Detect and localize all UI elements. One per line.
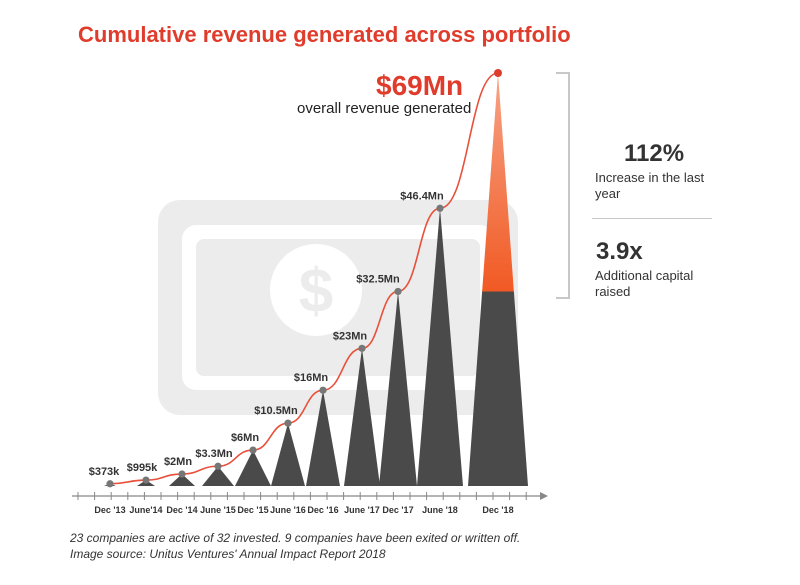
- increase-value: 112%: [624, 140, 685, 167]
- highlight-bracket: [556, 72, 570, 299]
- x-tick-label-3: June '15: [200, 505, 236, 515]
- x-tick-label-2: Dec '14: [166, 505, 197, 515]
- x-axis: Dec '13 June'14 Dec '14 June '15 Dec '15 June…: [72, 492, 548, 515]
- data-point-7: [358, 344, 366, 352]
- data-point-5: [284, 419, 292, 427]
- data-label-8: $32.5Mn: [356, 273, 400, 285]
- data-label-4: $6Mn: [231, 432, 259, 444]
- data-point-10: [494, 69, 502, 77]
- data-label-7: $23Mn: [333, 330, 368, 342]
- x-tick-label-10: Dec '18: [482, 505, 513, 515]
- data-point-6: [319, 386, 327, 394]
- dollar-bill-icon: $: [158, 200, 518, 415]
- capital-raised-value: 3.9x: [596, 238, 643, 265]
- x-tick-label-9: June '18: [422, 505, 458, 515]
- data-point-9: [436, 204, 444, 212]
- bar-7: [344, 348, 380, 486]
- data-point-4: [249, 446, 257, 454]
- data-label-3: $3.3Mn: [195, 448, 233, 460]
- x-tick-label-1: June'14: [129, 505, 162, 515]
- data-label-2: $2Mn: [164, 456, 192, 468]
- data-label-9: $46.4Mn: [400, 190, 444, 202]
- increase-label: Increase in the last year: [595, 170, 705, 201]
- footnote: 23 companies are active of 32 invested. …: [70, 530, 520, 562]
- trend-line-group: [106, 69, 502, 488]
- bar-group: [104, 73, 528, 486]
- footnote-line-1: 23 companies are active of 32 invested. …: [70, 531, 521, 545]
- x-tick-label-4: Dec '15: [237, 505, 268, 515]
- bar-10: [468, 291, 528, 486]
- bar-2: [169, 474, 195, 486]
- data-point-1: [142, 476, 150, 484]
- x-tick-label-6: Dec '16: [307, 505, 338, 515]
- data-point-3: [214, 462, 222, 470]
- total-revenue-label: overall revenue generated: [297, 100, 472, 117]
- data-label-6: $16Mn: [294, 372, 329, 384]
- capital-raised-label: Additional capital raised: [595, 268, 694, 299]
- x-tick-label-7: June '17: [344, 505, 380, 515]
- data-point-0: [106, 480, 114, 488]
- data-point-8: [394, 287, 402, 296]
- bar-8: [379, 291, 417, 486]
- stat-divider: [592, 218, 712, 219]
- x-tick-label-0: Dec '13: [94, 505, 125, 515]
- bar-6: [306, 390, 340, 486]
- x-tick-label-5: June '16: [270, 505, 306, 515]
- x-tick-label-8: Dec '17: [382, 505, 413, 515]
- total-revenue-value: $69Mn: [376, 70, 464, 101]
- bar-5: [271, 423, 305, 486]
- bar-4: [235, 450, 271, 486]
- data-label-5: $10.5Mn: [254, 405, 298, 417]
- bar-3: [202, 466, 234, 486]
- data-label-group: $373k $995k $2Mn$3.3Mn $6Mn $10.5Mn $16Mn $23M…: [89, 190, 444, 477]
- data-point-2: [178, 470, 186, 478]
- svg-text:$: $: [299, 257, 333, 326]
- bar-increase-segment: [482, 73, 514, 292]
- chart-title: Cumulative revenue generated across port…: [78, 22, 571, 47]
- data-label-0: $373k: [89, 466, 120, 478]
- x-axis-arrow-icon: [540, 492, 548, 500]
- bar-9: [417, 208, 463, 486]
- data-label-1: $995k: [127, 462, 158, 474]
- footnote-line-2: Image source: Unitus Ventures' Annual Im…: [70, 547, 386, 561]
